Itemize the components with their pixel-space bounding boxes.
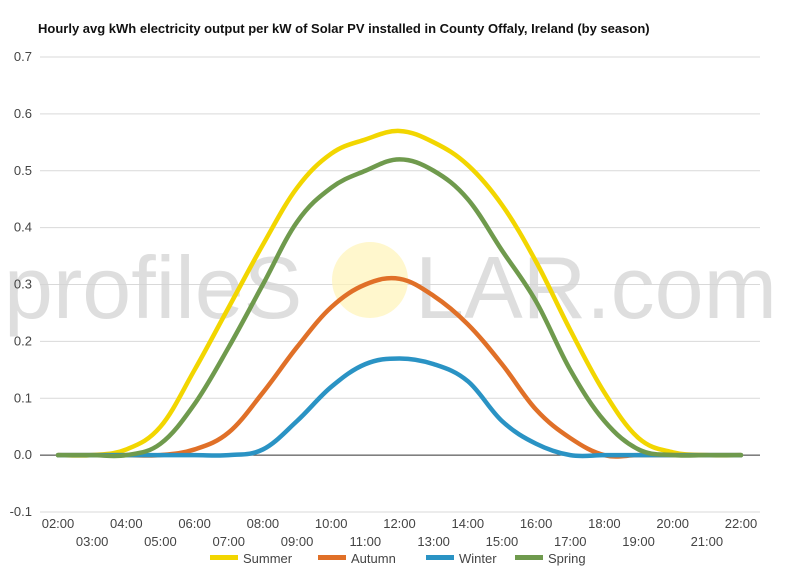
series-lines [55,128,744,459]
legend-label: Winter [459,551,497,566]
y-tick-label: 0.4 [14,220,32,235]
series-line-winter [55,356,744,459]
x-tick-label: 03:00 [76,534,109,549]
legend-swatch [426,555,454,560]
y-tick-label: -0.1 [10,504,32,519]
x-tick-label: 11:00 [350,534,382,549]
x-tick-label: 21:00 [691,534,724,549]
x-tick-label: 07:00 [212,534,245,549]
x-tick-label: 17:00 [554,534,587,549]
legend-item-summer: Summer [210,551,293,566]
watermark: profileS LAR.com [4,238,777,337]
watermark-sun-icon [332,242,408,318]
x-tick-label: 19:00 [622,534,655,549]
x-tick-label: 06:00 [178,516,211,531]
x-tick-label: 18:00 [588,516,621,531]
legend-label: Summer [243,551,293,566]
legend-swatch [515,555,543,560]
watermark-text-part2: LAR.com [415,238,777,337]
x-tick-label: 09:00 [281,534,314,549]
y-axis-ticks: -0.1 0.0 0.1 0.2 0.3 0.4 0.5 0.6 0.7 [10,49,32,519]
legend-label: Autumn [351,551,396,566]
x-tick-label: 13:00 [417,534,450,549]
x-tick-label: 08:00 [247,516,280,531]
watermark-text-part1: profileS [4,238,302,337]
legend-swatch [210,555,238,560]
x-tick-label: 05:00 [144,534,177,549]
legend: Summer Autumn Winter Spring [210,551,586,566]
y-tick-label: 0.2 [14,333,32,348]
y-tick-label: 0.3 [14,277,32,292]
series-line-spring [55,157,744,459]
x-tick-label: 10:00 [315,516,348,531]
series-line-summer [55,128,744,458]
legend-label: Spring [548,551,586,566]
y-tick-label: 0.7 [14,49,32,64]
y-tick-label: 0.0 [14,447,32,462]
legend-item-spring: Spring [515,551,586,566]
x-axis-ticks: 02:0003:0004:0005:0006:0007:0008:0009:00… [42,516,758,549]
y-tick-label: 0.5 [14,163,32,178]
x-tick-label: 02:00 [42,516,75,531]
legend-item-autumn: Autumn [318,551,396,566]
x-tick-label: 12:00 [383,516,416,531]
legend-item-winter: Winter [426,551,497,566]
x-tick-label: 04:00 [110,516,143,531]
x-tick-label: 22:00 [725,516,758,531]
x-tick-label: 15:00 [486,534,519,549]
y-tick-label: 0.1 [14,390,32,405]
chart-title: Hourly avg kWh electricity output per kW… [38,21,650,36]
legend-swatch [318,555,346,560]
x-tick-label: 16:00 [520,516,553,531]
x-tick-label: 14:00 [452,516,485,531]
y-tick-label: 0.6 [14,106,32,121]
x-tick-label: 20:00 [656,516,689,531]
